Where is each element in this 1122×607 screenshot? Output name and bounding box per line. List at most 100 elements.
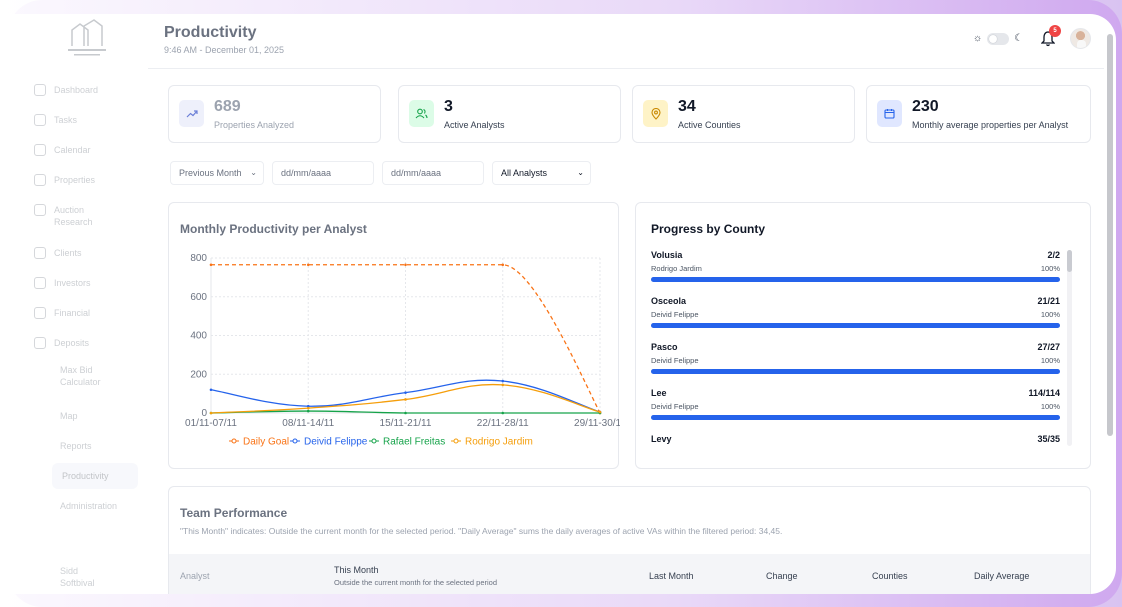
progress-bar	[651, 369, 1060, 374]
county-analyst: Deivid Felippe	[651, 310, 699, 319]
sidebar-item-productivity[interactable]: Productivity	[52, 463, 138, 489]
window-scrollbar[interactable]	[1107, 34, 1113, 436]
period-select[interactable]: Previous Month ⌄	[170, 161, 264, 185]
sidebar-item-label: Productivity	[62, 471, 109, 481]
legend-label: Rodrigo Jardim	[465, 437, 533, 448]
analyst-select-value: All Analysts	[501, 168, 548, 178]
team-performance-note: "This Month" indicates: Outside the curr…	[180, 526, 783, 536]
column-this-month-note: Outside the current month for the select…	[334, 578, 498, 587]
data-point	[209, 263, 213, 267]
dollar-icon	[34, 307, 46, 319]
data-point	[306, 409, 310, 413]
main-content: Productivity 9:46 AM - December 01, 2025…	[148, 14, 1104, 594]
team-performance-title: Team Performance	[180, 506, 288, 520]
calendar-icon	[877, 100, 902, 127]
data-point	[404, 411, 407, 415]
users-icon	[34, 247, 46, 259]
home-icon	[34, 84, 46, 96]
sidebar-item-max-bid-calculator[interactable]: Max Bid Calculator	[60, 364, 101, 388]
theme-switch[interactable]: ☼ ☾	[973, 33, 1023, 45]
scrollbar-thumb[interactable]	[1067, 250, 1072, 272]
column-last-month[interactable]: Last Month	[649, 571, 694, 581]
legend-marker	[371, 438, 377, 444]
legend-marker	[231, 438, 237, 444]
legend-label: Deivid Felippe	[304, 437, 368, 448]
page-title: Productivity	[164, 24, 257, 41]
productivity-chart-card: Monthly Productivity per Analyst 0 200 400…	[168, 202, 620, 469]
chart-title: Monthly Productivity per Analyst	[180, 222, 367, 236]
theme-toggle[interactable]	[987, 33, 1010, 45]
x-tick-label: 15/11-21/11	[380, 418, 432, 429]
notification-count-badge: 5	[1049, 25, 1061, 37]
page-timestamp: 9:46 AM - December 01, 2025	[164, 45, 285, 55]
x-tick-label: 08/11-14/11	[282, 418, 334, 429]
trending-up-icon	[179, 100, 204, 127]
start-date-placeholder: dd/mm/aaaa	[281, 168, 332, 178]
data-point	[501, 383, 505, 387]
sidebar-item-sidd-softbival[interactable]: Sidd Softbival	[60, 565, 95, 589]
county-percent: 100%	[1040, 310, 1060, 319]
progress-bar	[651, 277, 1060, 282]
sidebar-item-properties[interactable]: Properties	[34, 174, 95, 186]
column-analyst[interactable]: Analyst	[180, 571, 210, 581]
county-percent: 100%	[1040, 402, 1060, 411]
county-analyst: Rodrigo Jardim	[651, 264, 702, 273]
sidebar-item-label: Calendar	[54, 145, 91, 155]
sidebar-item-financial[interactable]: Financial	[34, 307, 90, 319]
county-analyst: Deivid Felippe	[651, 356, 699, 365]
users-icon	[409, 100, 434, 127]
sidebar-item-label: Deposits	[54, 338, 90, 348]
start-date-input[interactable]: dd/mm/aaaa	[272, 161, 374, 185]
data-point	[306, 406, 310, 410]
county-progress-item: Osceola 21/21 Deivid Felippe 100%	[651, 296, 1060, 342]
legend-label: Daily Goal	[243, 437, 289, 448]
sidebar-item-tasks[interactable]: Tasks	[34, 114, 77, 126]
data-point	[306, 263, 310, 267]
end-date-placeholder: dd/mm/aaaa	[391, 168, 442, 178]
county-progress-item: Levy 35/35	[651, 434, 1060, 448]
end-date-input[interactable]: dd/mm/aaaa	[382, 161, 484, 185]
progress-bar-fill	[651, 415, 1060, 420]
sidebar-item-investors[interactable]: Investors	[34, 277, 91, 289]
progress-scrollbar[interactable]	[1067, 250, 1072, 446]
company-logo	[68, 19, 106, 56]
column-daily-average[interactable]: Daily Average	[974, 571, 1030, 581]
sidebar-item-administration[interactable]: Administration	[60, 500, 117, 512]
data-point	[501, 411, 505, 415]
county-progress-item: Volusia 2/2 Rodrigo Jardim 100%	[651, 250, 1060, 296]
stat-value: 34	[678, 98, 696, 115]
county-progress-item: Lee 114/114 Deivid Felippe 100%	[651, 388, 1060, 434]
sidebar-item-dashboard[interactable]: Dashboard	[34, 84, 98, 96]
sidebar-item-reports[interactable]: Reports	[60, 440, 92, 452]
county-name: Volusia	[651, 250, 683, 260]
county-analyst: Deivid Felippe	[651, 402, 699, 411]
data-point	[404, 398, 407, 401]
county-percent: 100%	[1040, 356, 1060, 365]
sun-icon: ☼	[973, 33, 983, 44]
deposit-icon	[34, 337, 46, 349]
sidebar-item-auction-research[interactable]: Auction Research	[34, 204, 93, 228]
county-progress-list[interactable]: Volusia 2/2 Rodrigo Jardim 100% Osceola 21/21…	[651, 250, 1060, 448]
gavel-icon	[34, 204, 46, 216]
stat-card-properties: 689 Properties Analyzed	[168, 85, 381, 143]
user-avatar[interactable]	[1070, 28, 1091, 49]
sidebar-item-label: Properties	[54, 175, 96, 185]
column-counties[interactable]: Counties	[872, 571, 908, 581]
tasks-icon	[34, 114, 46, 126]
data-point	[501, 263, 505, 267]
column-change[interactable]: Change	[766, 571, 798, 581]
county-count: 21/21	[1037, 296, 1060, 306]
moon-icon: ☾	[1014, 33, 1024, 44]
sidebar-item-deposits[interactable]: Deposits	[34, 337, 89, 349]
sidebar-item-clients[interactable]: Clients	[34, 247, 82, 259]
x-tick-label: 01/11-07/11	[185, 418, 237, 429]
county-count: 27/27	[1037, 342, 1060, 352]
column-this-month[interactable]: This Month	[334, 565, 379, 575]
legend-marker	[453, 438, 459, 444]
sidebar-item-calendar[interactable]: Calendar	[34, 144, 91, 156]
legend-marker	[292, 438, 298, 444]
analyst-select[interactable]: All Analysts ⌄	[492, 161, 591, 185]
county-name: Pasco	[651, 342, 678, 352]
county-name: Levy	[651, 434, 672, 444]
sidebar-item-map[interactable]: Map	[60, 410, 78, 422]
